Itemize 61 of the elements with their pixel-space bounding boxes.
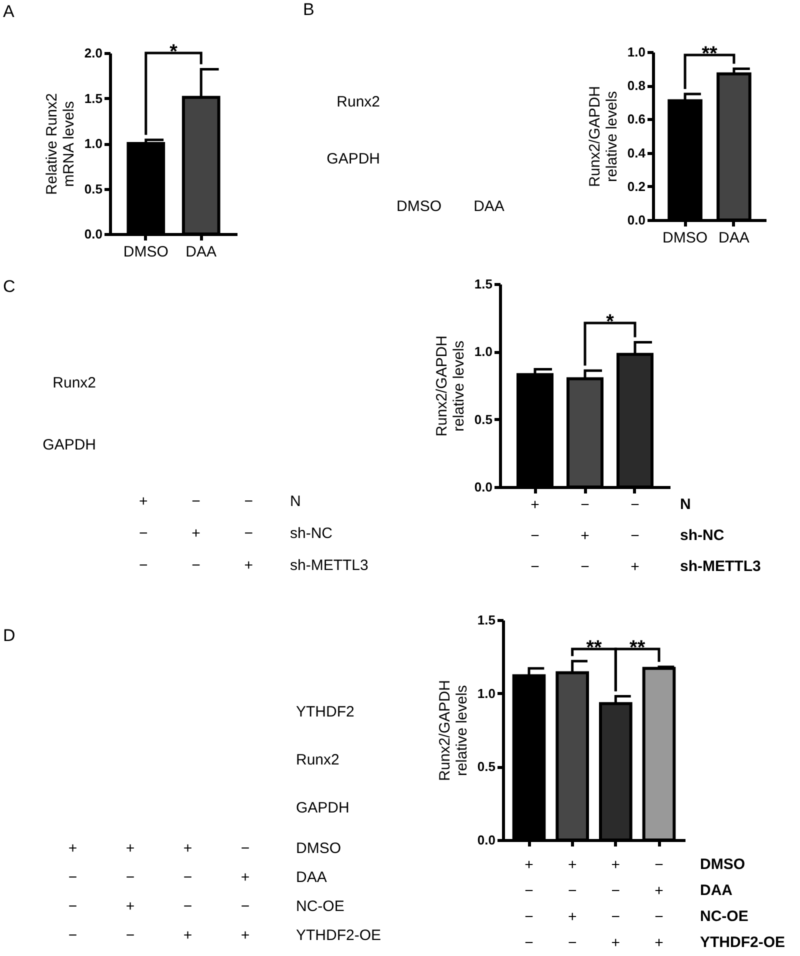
- text: sh-METTL3: [680, 558, 761, 575]
- y-tick-label: 1.5: [477, 612, 496, 628]
- chart-title: A: [3, 2, 15, 21]
- y-tick-label: 1.0: [477, 686, 496, 701]
- text: D: [3, 626, 16, 645]
- category-label: GAPDH: [296, 800, 350, 816]
- annotation: **: [586, 637, 602, 659]
- text: sh-NC: [290, 525, 333, 542]
- x-tick-label: + − + −: [568, 856, 577, 952]
- text: DMSO: [296, 840, 341, 857]
- text: B: [303, 0, 314, 19]
- category-label: Runx2: [336, 94, 380, 110]
- y-tick-label: 1.0: [627, 44, 646, 60]
- y-tick-label: 0.0: [474, 480, 492, 494]
- category-label: YTHDF2: [296, 704, 354, 720]
- text: C: [3, 277, 16, 296]
- x-tick-label: − + −: [580, 496, 590, 576]
- y-axis-title: Runx2/GAPDH relative levels: [586, 86, 620, 187]
- x-tick-label: + − − −: [524, 856, 534, 952]
- text: NC-OE: [700, 908, 748, 925]
- text: DAA: [700, 882, 733, 899]
- text: YTHDF2-OE: [700, 934, 786, 951]
- annotation: *: [170, 41, 178, 63]
- category-label: DMSO: [396, 198, 442, 215]
- y-axis-title: Runx2/GAPDH relative levels: [433, 336, 468, 436]
- text: N: [290, 493, 301, 510]
- text: YTHDF2-OE: [296, 927, 382, 944]
- annotation: **: [630, 637, 646, 659]
- y-tick-label: 0.5: [477, 759, 496, 774]
- y-tick-label: 1.0: [474, 344, 492, 360]
- x-tick-label: − − +: [630, 496, 640, 576]
- y-axis-title: Runx2/GAPDH relative levels: [436, 680, 470, 781]
- y-tick-label: 0.0: [477, 832, 496, 848]
- x-tick-label: − + − +: [654, 856, 664, 952]
- y-tick-label: 0.6: [627, 112, 646, 127]
- text: N: [680, 496, 691, 513]
- category-label: Runx2: [52, 374, 96, 392]
- text: NC-OE: [296, 898, 344, 915]
- x-tick-label: + − −: [530, 496, 540, 576]
- text: DAA: [296, 869, 327, 886]
- text: sh-NC: [680, 527, 724, 544]
- y-tick-label: 0.5: [474, 412, 492, 427]
- y-tick-label: 0.5: [84, 181, 102, 196]
- y-tick-label: 1.0: [84, 136, 102, 151]
- y-tick-label: 2.0: [84, 46, 102, 60]
- annotation: **: [702, 43, 718, 65]
- y-tick-label: 0.8: [627, 78, 646, 94]
- y-tick-label: 0.4: [627, 145, 646, 160]
- y-tick-label: 0.0: [627, 212, 646, 228]
- x-tick-label: + − − +: [611, 856, 620, 952]
- category-label: Runx2: [296, 752, 340, 768]
- category-label: GAPDH: [326, 150, 380, 168]
- y-tick-label: 1.5: [84, 90, 102, 106]
- annotation: *: [606, 311, 614, 333]
- y-tick-label: 0.0: [84, 226, 102, 242]
- text: sh-METTL3: [290, 557, 368, 574]
- y-axis-title: Relative Runx2 mRNA levels: [43, 93, 78, 195]
- y-tick-label: 0.2: [627, 178, 646, 194]
- category-label: GAPDH: [42, 436, 96, 454]
- y-tick-label: 1.5: [474, 276, 492, 292]
- category-label: DAA: [474, 198, 504, 215]
